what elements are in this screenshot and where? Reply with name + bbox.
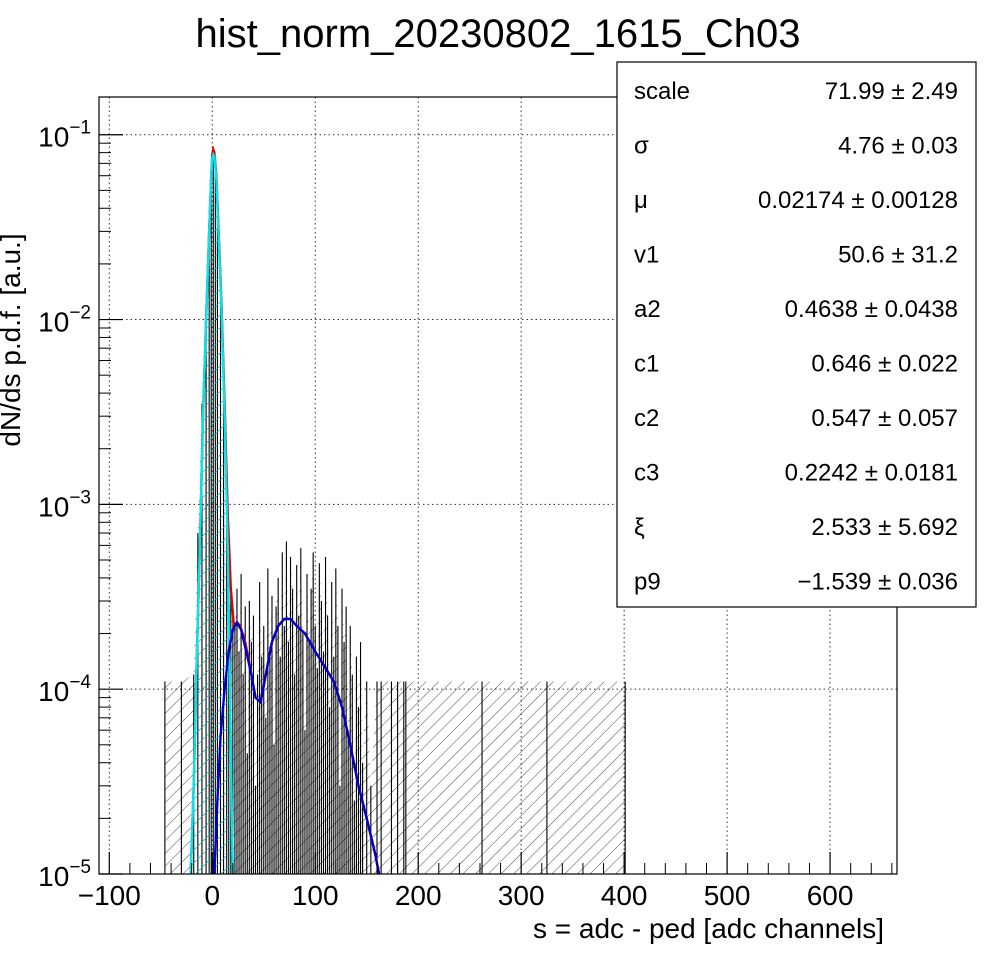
chart-title: hist_norm_20230802_1615_Ch03 — [196, 12, 801, 56]
stats-param-value: 0.4638 ± 0.0438 — [785, 296, 958, 323]
stats-param-value: 0.547 ± 0.057 — [811, 405, 958, 432]
stats-param-name: c1 — [634, 351, 659, 378]
stats-param-name: σ — [634, 133, 649, 160]
x-tick-label: −100 — [78, 880, 141, 911]
stats-param-value: 50.6 ± 31.2 — [838, 242, 958, 269]
component-hatch — [190, 154, 233, 874]
x-tick-label: 200 — [395, 880, 442, 911]
tick-labels: −100 0 100 200 300 400 500 600 10−1 10−2 10−3 10−4 1… — [38, 118, 853, 911]
axis-ticks — [99, 134, 893, 875]
stats-param-name: c2 — [634, 405, 659, 432]
x-tick-label: 400 — [601, 880, 648, 911]
stats-param-name: a2 — [634, 296, 661, 323]
stats-param-name: v1 — [634, 242, 659, 269]
stats-rows: scale 71.99 ± 2.49 σ 4.76 ± 0.03 μ 0.02174 ± … — [634, 78, 958, 596]
y-tick-label: 10−2 — [38, 303, 91, 338]
y-tick-label: 10−3 — [38, 487, 91, 522]
stats-param-name: c3 — [634, 460, 659, 487]
stats-param-value: −1.539 ± 0.036 — [797, 569, 958, 596]
x-tick-label: 100 — [292, 880, 339, 911]
stats-param-name: ξ — [634, 514, 645, 541]
y-tick-label: 10−1 — [38, 118, 91, 153]
stats-param-value: 71.99 ± 2.49 — [825, 78, 958, 105]
x-tick-label: 500 — [704, 880, 751, 911]
x-tick-label: 600 — [807, 880, 854, 911]
x-tick-label: 300 — [498, 880, 545, 911]
y-axis-title: dN/ds p.d.f. [a.u.] — [0, 233, 26, 446]
x-tick-label: 0 — [204, 880, 220, 911]
stats-param-name: μ — [634, 187, 648, 214]
stats-param-value: 0.2242 ± 0.0181 — [785, 460, 958, 487]
stats-param-name: p9 — [634, 569, 661, 596]
stats-param-value: 0.02174 ± 0.00128 — [758, 187, 958, 214]
stats-param-name: scale — [634, 78, 690, 105]
component-curve — [189, 151, 235, 874]
stats-param-value: 2.533 ± 5.692 — [811, 514, 958, 541]
stats-box-frame — [616, 61, 977, 608]
stats-param-value: 0.646 ± 0.022 — [811, 351, 958, 378]
stats-param-value: 4.76 ± 0.03 — [838, 133, 958, 160]
component-curve — [213, 617, 381, 874]
stats-box: scale 71.99 ± 2.49 σ 4.76 ± 0.03 μ 0.02174 ± … — [616, 61, 977, 608]
y-tick-label: 10−4 — [38, 672, 91, 707]
x-axis-title: s = adc - ped [adc channels] — [533, 913, 884, 944]
y-tick-label: 10−5 — [38, 857, 91, 892]
fit-curves — [189, 145, 381, 874]
